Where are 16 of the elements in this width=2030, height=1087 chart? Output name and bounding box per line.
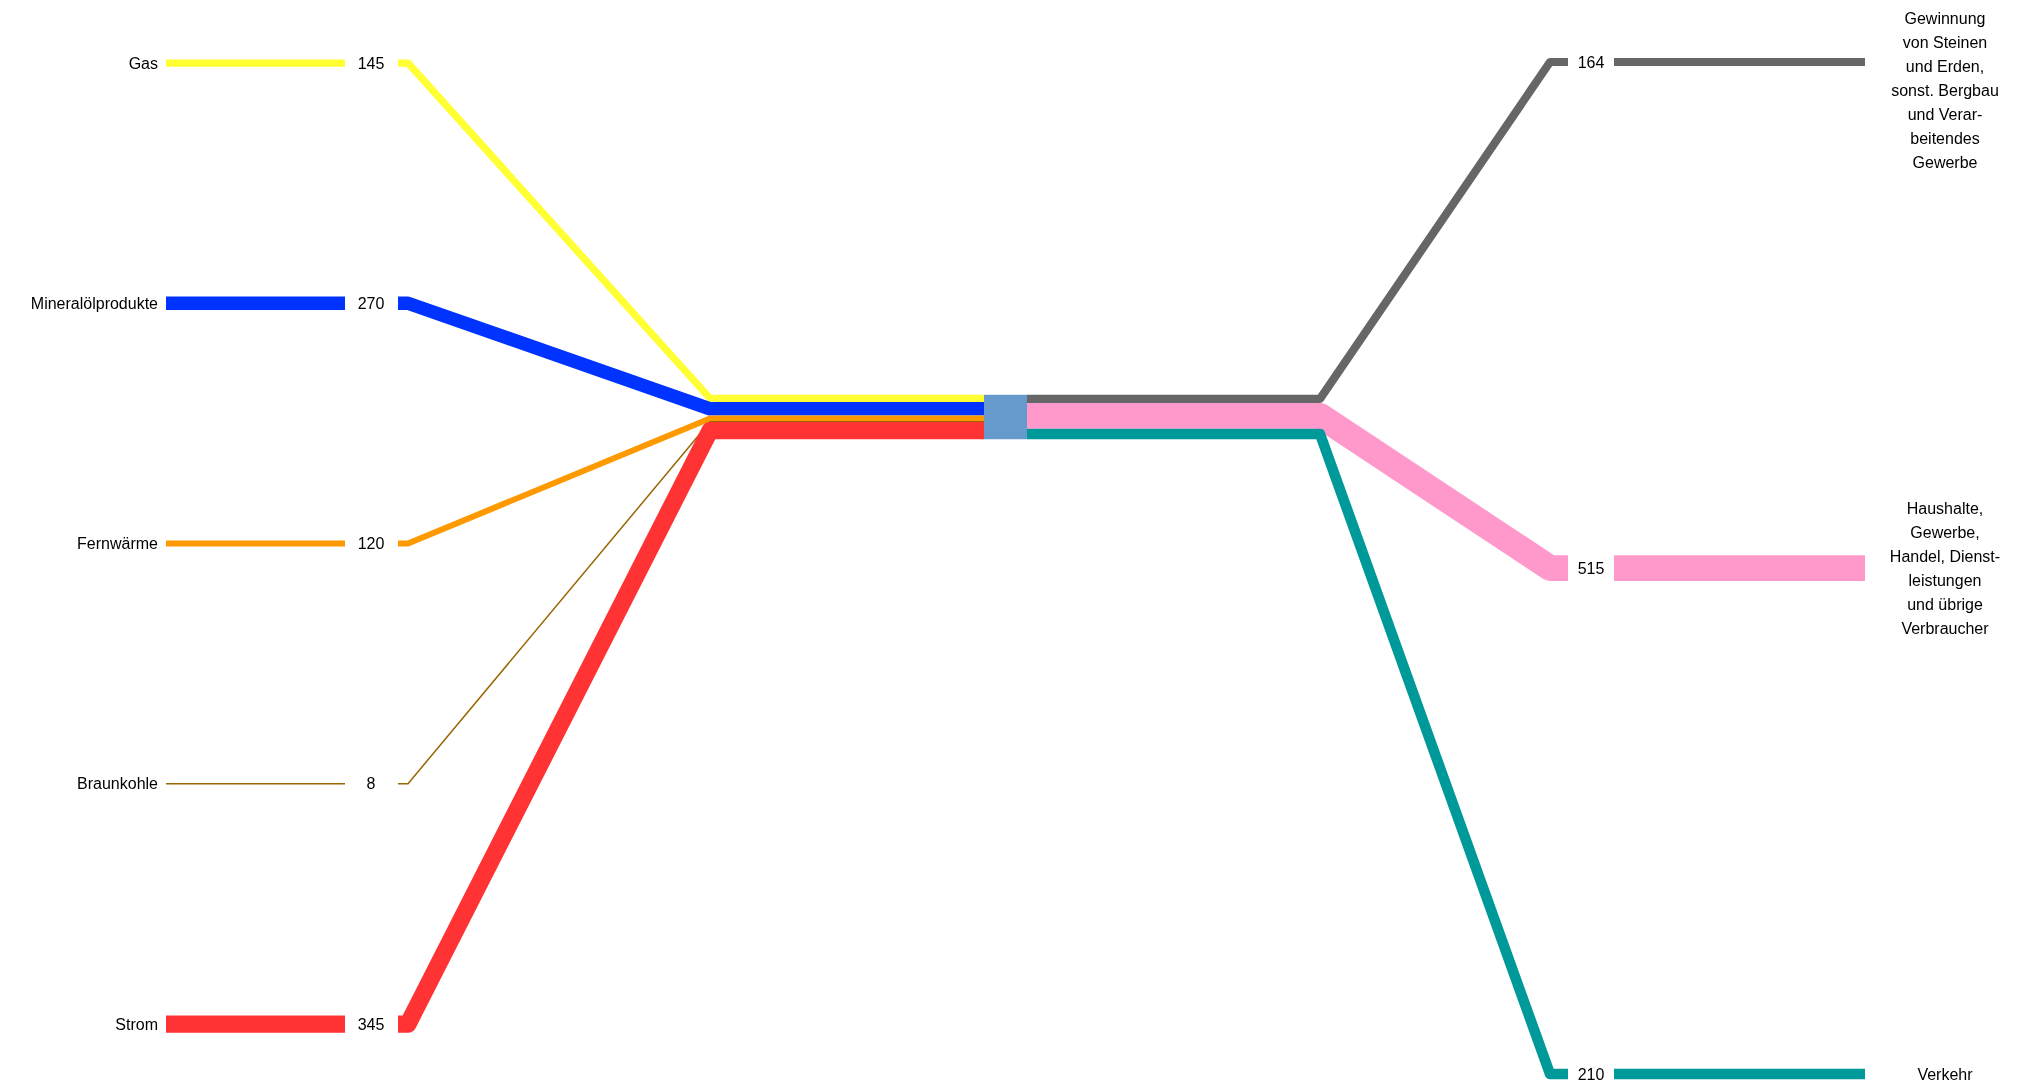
category-label: Verkehr [1917, 1065, 1974, 1083]
data-label: 8 [366, 775, 376, 793]
category-label: Mineralölprodukte [30, 294, 159, 312]
data-label: 270 [357, 294, 385, 312]
category-label: Gas [128, 54, 158, 72]
data-label: 120 [357, 535, 385, 553]
category-label: Fernwärme [77, 535, 159, 553]
data-label: 145 [357, 54, 385, 72]
data-label: 345 [357, 1015, 385, 1033]
category-label: Gewinnung von Steinen und Erden, sonst. Bergbau und Verar- beitendes Gewerbe [1891, 9, 1999, 171]
data-label: 164 [1577, 53, 1605, 71]
data-label: 515 [1577, 559, 1605, 577]
category-label: Strom [115, 1015, 158, 1033]
category-label: Braunkohle [77, 775, 159, 793]
data-label: 210 [1577, 1065, 1605, 1083]
category-label: Haushalte, Gewerbe, Handel, Dienst- leistungen und übrige Verbraucher [1889, 499, 2001, 637]
